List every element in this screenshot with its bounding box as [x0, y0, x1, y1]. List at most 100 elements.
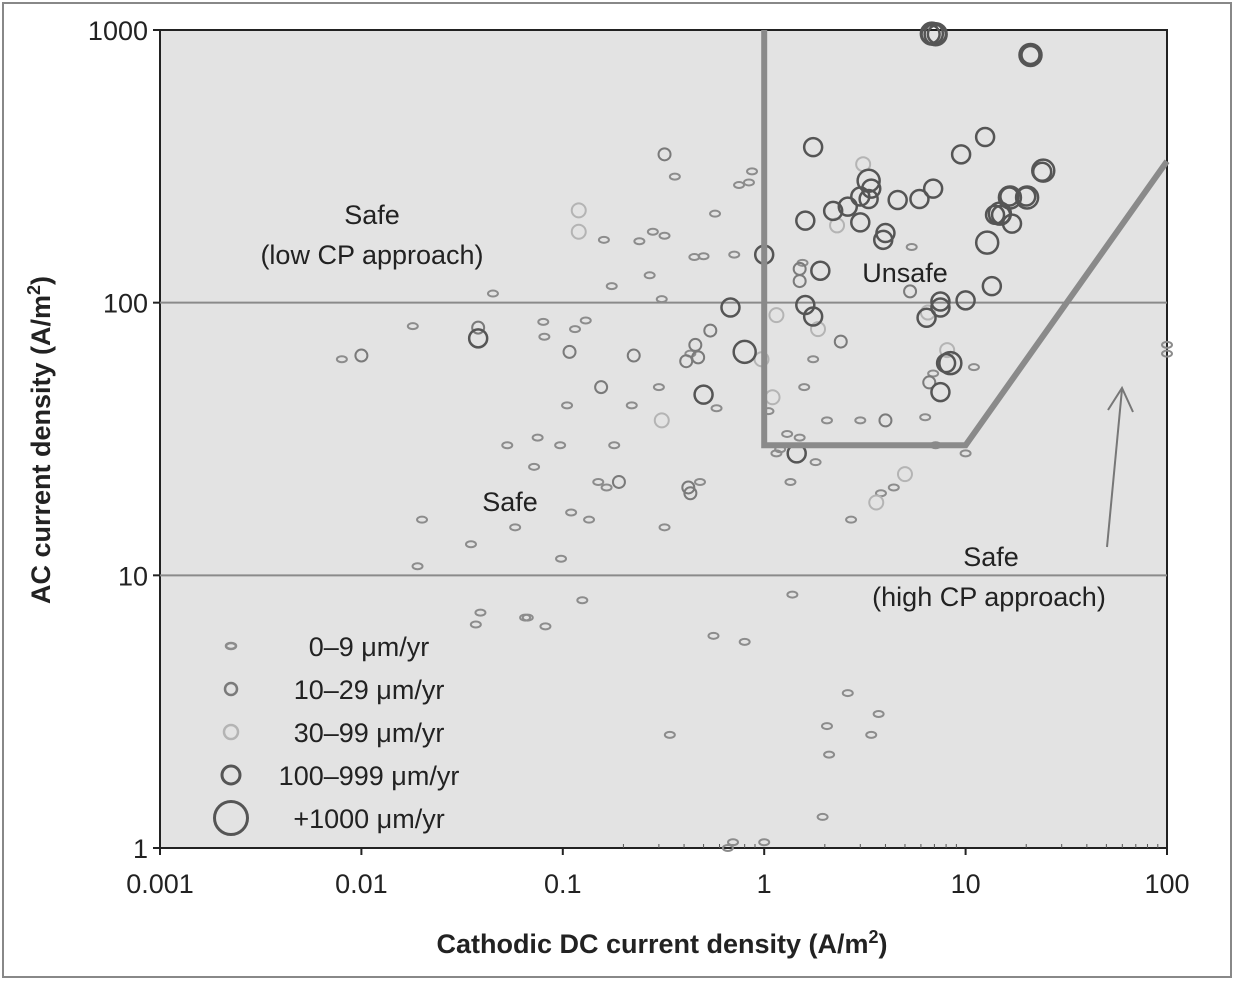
data-point [697, 252, 710, 261]
data-point [837, 196, 859, 217]
up-arrow-icon [1106, 385, 1134, 548]
data-point [1020, 44, 1041, 66]
y-tick-label: 1 [133, 834, 148, 864]
legend-item: 10–29 μm/yr [223, 675, 444, 705]
data-point [663, 730, 676, 739]
data-point [738, 637, 751, 646]
data-point [625, 401, 638, 410]
data-point [792, 274, 807, 289]
data-point [521, 613, 534, 622]
x-tick-label: 0.001 [126, 869, 194, 899]
data-point [626, 348, 641, 363]
data-point [658, 231, 671, 240]
data-point [854, 416, 867, 425]
data-point [720, 297, 741, 318]
data-point [795, 210, 816, 231]
data-point [930, 297, 951, 318]
legend-label: 100–999 μm/yr [279, 761, 460, 791]
data-point [570, 223, 587, 240]
data-point [1161, 340, 1173, 349]
data-point [576, 596, 589, 605]
y-tick-label: 10 [118, 561, 148, 591]
data-point [784, 477, 797, 486]
series-4 [732, 21, 1056, 376]
data-point [997, 185, 1023, 210]
region-label-unsafe: Unsafe [862, 258, 948, 288]
data-point [903, 284, 918, 299]
data-point [875, 222, 896, 244]
data-point [683, 486, 698, 501]
data-point [554, 441, 567, 450]
data-point [658, 523, 671, 532]
x-axis-title: Cathodic DC current density (A/m2) [436, 927, 887, 959]
data-point [872, 710, 885, 719]
data-point [798, 383, 811, 392]
plot-area [159, 29, 1168, 849]
data-point [1014, 185, 1040, 210]
data-point [967, 363, 980, 372]
data-point [555, 554, 568, 563]
data-point [579, 316, 592, 325]
legend-marker [224, 641, 238, 651]
data-point [668, 172, 681, 181]
data-point [561, 401, 574, 410]
data-point [611, 474, 626, 489]
data-point [909, 188, 930, 210]
legend-marker [220, 764, 242, 786]
data-point [569, 325, 582, 334]
data-point [923, 21, 948, 47]
data-point [653, 412, 670, 429]
data-point [710, 404, 723, 413]
data-point [688, 337, 703, 352]
data-point [927, 369, 940, 378]
series-1 [354, 147, 937, 501]
data-point [793, 433, 806, 442]
legend-marker [222, 723, 240, 741]
data-point [694, 477, 707, 486]
data-point [537, 317, 550, 326]
data-point [733, 181, 746, 190]
y-tick-label: 1000 [88, 16, 148, 46]
data-point [810, 321, 827, 338]
region-label-safe-high-1: Safe [963, 542, 1019, 572]
data-point [919, 413, 932, 422]
y-axis-ticks: 1 10 100 1000 [88, 16, 160, 864]
data-point [538, 332, 551, 341]
data-point [657, 147, 672, 162]
data-point [810, 260, 831, 281]
data-point [878, 413, 893, 428]
data-point [732, 339, 757, 365]
data-point [850, 212, 871, 233]
data-point [768, 307, 785, 324]
data-point [646, 227, 659, 236]
data-point [531, 433, 544, 442]
data-point [486, 289, 499, 298]
data-point [709, 209, 722, 218]
safe-unsafe-boundary-line [761, 30, 1170, 449]
data-point [1018, 42, 1043, 68]
legend-label: +1000 μm/yr [293, 804, 444, 834]
legend-label: 30–99 μm/yr [294, 718, 445, 748]
data-point [1161, 349, 1173, 358]
data-point [416, 515, 429, 524]
data-point [802, 306, 824, 327]
data-point [820, 416, 833, 425]
data-point [592, 477, 605, 486]
data-point [856, 168, 881, 193]
series-3 [467, 23, 1053, 464]
data-point [845, 515, 858, 524]
data-point [562, 344, 577, 359]
data-point [820, 722, 833, 731]
data-point [841, 689, 854, 698]
data-point [474, 608, 487, 617]
data-point [822, 200, 844, 222]
data-point [608, 441, 621, 450]
legend-item: 0–9 μm/yr [224, 632, 429, 662]
data-points [335, 21, 1173, 852]
region-label-safe-mid: Safe [482, 487, 538, 517]
data-point [693, 384, 714, 405]
region-label-safe-low-1: Safe [344, 200, 400, 230]
data-point [868, 494, 885, 511]
data-point [600, 483, 613, 492]
